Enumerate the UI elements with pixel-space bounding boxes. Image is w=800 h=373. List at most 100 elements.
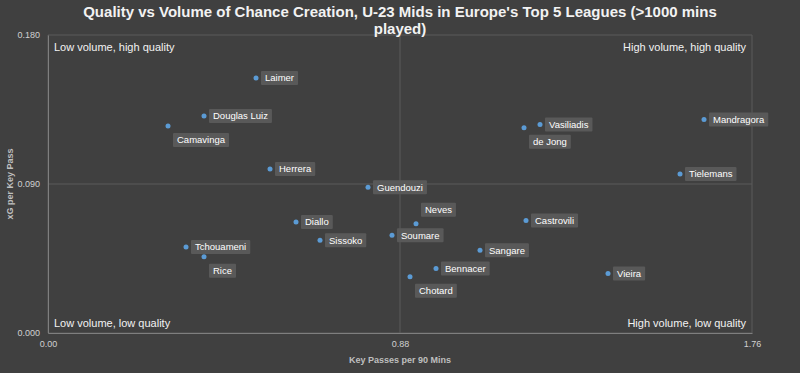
point-label: Mandragora — [709, 112, 768, 126]
point-label: Chotard — [415, 284, 457, 298]
point-label-text: Neves — [425, 204, 452, 215]
point — [202, 114, 207, 119]
title-line: Quality vs Volume of Chance Creation, U-… — [83, 3, 717, 20]
point — [390, 233, 395, 238]
point — [294, 220, 299, 225]
x-axis-line — [49, 333, 753, 334]
point-label-text: Vasiliadis — [549, 119, 589, 130]
point-label: Vasiliadis — [545, 117, 592, 131]
point — [702, 117, 707, 122]
point — [606, 271, 611, 276]
point-label-box — [441, 261, 490, 275]
point-label: Rice — [209, 264, 236, 278]
point-label: Diallo — [301, 215, 333, 229]
x-tick: 1.76 — [744, 333, 762, 349]
x-axis: 0.00 0.88 1.76 — [40, 333, 762, 349]
point-label: Neves — [421, 203, 456, 217]
point — [678, 172, 683, 177]
point-label-box — [485, 243, 529, 257]
point-label: de Jong — [529, 135, 571, 149]
point-label-text: Soumare — [401, 230, 440, 241]
point — [478, 248, 483, 253]
point-label-text: Sissoko — [329, 235, 362, 246]
x-tick: 0.88 — [392, 333, 410, 349]
point — [524, 218, 529, 223]
points — [166, 76, 707, 280]
point-label: Vieira — [613, 266, 645, 280]
point-label-box — [397, 228, 444, 242]
x-tick-label: 0.00 — [40, 339, 58, 349]
point-label-text: Sangare — [489, 245, 525, 256]
point-label-text: Guendouzi — [377, 182, 423, 193]
point-label: Soumare — [397, 228, 444, 242]
chart: 0.000.881.760.0000.0900.180Key Passes pe… — [0, 0, 800, 373]
point-label-text: Camavinga — [177, 134, 226, 145]
point — [254, 76, 259, 81]
point-label-box — [545, 117, 592, 131]
point-label-box — [275, 162, 315, 176]
point-label-text: Bennacer — [445, 263, 486, 274]
point-label-text: Castrovili — [535, 215, 574, 226]
point-label: Sangare — [485, 243, 529, 257]
point-label: Tchouameni — [191, 240, 250, 254]
point — [318, 238, 323, 243]
point-label-box — [209, 264, 236, 278]
point-label-text: Diallo — [305, 216, 329, 227]
point — [366, 185, 371, 190]
point-label-box — [529, 135, 571, 149]
point-label-box — [191, 240, 250, 254]
point-label-box — [709, 112, 768, 126]
y-tick-label: 0.000 — [17, 328, 40, 338]
y-tick-label: 0.090 — [17, 179, 40, 189]
point-label-box — [209, 109, 272, 123]
chart-container: 0.000.881.760.0000.0900.180Key Passes pe… — [0, 0, 800, 373]
point-label-box — [421, 203, 456, 217]
quadrant-annotation: High volume, high quality — [623, 41, 746, 53]
point-label-text: Rice — [213, 265, 232, 276]
y-axis-line — [48, 36, 49, 334]
point-label-text: de Jong — [533, 136, 567, 147]
point-label-text: Mandragora — [713, 114, 765, 125]
y-axis-title: xG per Key Pass — [5, 148, 15, 219]
point-label: Castrovili — [531, 213, 578, 227]
point — [408, 274, 413, 279]
point-label-text: Herrera — [279, 163, 312, 174]
point — [202, 254, 207, 259]
x-tick-label: 0.88 — [392, 339, 410, 349]
point — [414, 221, 419, 226]
point-label-box — [173, 133, 229, 147]
point-label-text: Tchouameni — [195, 241, 246, 252]
point-label: Camavinga — [173, 133, 229, 147]
point-labels: Laimer Douglas Luiz Camavinga Herrera Guendo… — [173, 71, 768, 298]
point-label-text: Chotard — [419, 285, 453, 296]
point — [434, 266, 439, 271]
point-label: Laimer — [261, 71, 298, 85]
point-label-text: Laimer — [265, 72, 294, 83]
y-tick: 0.000 — [17, 328, 48, 338]
point-label-box — [613, 266, 645, 280]
point-label-box — [415, 284, 457, 298]
quadrant-annotation: Low volume, low quality — [54, 317, 171, 329]
point — [268, 167, 273, 172]
point-label: Tielemans — [685, 167, 736, 181]
point-label-box — [325, 233, 366, 247]
point — [166, 124, 171, 129]
y-axis: 0.0000.0900.180 — [17, 30, 48, 338]
point-label: Sissoko — [325, 233, 366, 247]
point — [538, 122, 543, 127]
x-tick-label: 1.76 — [744, 339, 762, 349]
x-tick: 0.00 — [40, 333, 58, 349]
point-label-text: Douglas Luiz — [213, 110, 268, 121]
title-line: played) — [374, 20, 427, 37]
grid — [48, 35, 752, 333]
title: Quality vs Volume of Chance Creation, U-… — [83, 3, 717, 37]
background — [0, 0, 800, 373]
point-label-box — [261, 71, 298, 85]
point-label: Bennacer — [441, 261, 490, 275]
point-label-box — [373, 180, 427, 194]
grid-line-x — [48, 35, 49, 333]
grid-line-y — [48, 333, 752, 334]
point-label-box — [531, 213, 578, 227]
point-label: Herrera — [275, 162, 315, 176]
x-axis-title: Key Passes per 90 Mins — [349, 355, 451, 365]
